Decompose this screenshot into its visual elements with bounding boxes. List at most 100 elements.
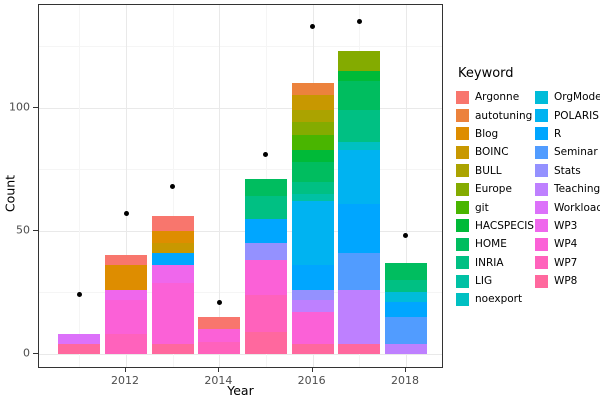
y-tick-label: 100 [9, 100, 30, 114]
data-point-2012 [123, 211, 129, 217]
data-point-2011 [76, 292, 82, 298]
legend-item-WP4: WP4 [534, 235, 600, 253]
legend-swatch-R [534, 127, 548, 141]
legend-label-OrgMode: OrgMode [553, 91, 600, 104]
data-point-2015 [263, 151, 269, 157]
y-tick-mark [33, 229, 38, 231]
bar-segment-2016-HOME [291, 161, 334, 182]
legend-label-Blog: Blog [475, 127, 499, 140]
legend-swatch-Seminar [534, 145, 548, 159]
bar-segment-2017-Teaching [338, 289, 381, 345]
legend-label-git: git [475, 201, 489, 214]
bar-segment-2017-INRIA [338, 110, 381, 143]
plot-panel [38, 4, 443, 368]
legend-column: OrgMode POLARIS R Seminar Stats Teaching Workl… [534, 88, 600, 309]
legend-item-POLARIS: POLARIS [534, 106, 600, 124]
legend-item-Europe: Europe [456, 180, 534, 198]
legend-swatch-Stats [534, 164, 548, 178]
legend-swatch-Argonne [456, 90, 469, 104]
bar-segment-2015-R [244, 218, 287, 244]
data-point-2017 [356, 18, 362, 24]
legend-item-INRIA: INRIA [456, 254, 534, 272]
legend-swatch-HACSPECIS [456, 219, 469, 233]
legend-label-autotuning: autotuning [475, 109, 533, 122]
bar-segment-2016-WP8 [291, 344, 334, 354]
gridline-y-major [39, 107, 442, 109]
gridline-x-major [405, 5, 407, 367]
legend-item-Teaching: Teaching [534, 180, 600, 198]
legend-label-Argonne: Argonne [475, 91, 520, 104]
bar-segment-2015-WP7 [244, 294, 287, 332]
y-axis-title: Count [2, 174, 18, 213]
gridline-y-minor [39, 46, 442, 48]
bar-segment-2013-Argonne [151, 216, 194, 231]
gridline-y-minor [39, 292, 442, 294]
x-axis-title: Year [227, 383, 254, 398]
legend-swatch-Teaching [534, 182, 548, 196]
x-tick-mark [218, 368, 220, 372]
bar-segment-2016-POLARIS [291, 201, 334, 266]
x-tick-label: 2012 [111, 374, 139, 387]
bar-segment-2016-LIG [291, 193, 334, 202]
legend-swatch-BULL [456, 164, 469, 178]
bar-segment-2017-HACSPECIS [338, 70, 381, 81]
bar-segment-2016-WP4 [291, 312, 334, 345]
legend-item-Seminar: Seminar [534, 143, 600, 161]
bar-segment-2012-Blog [105, 265, 147, 290]
legend-swatch-LIG [456, 274, 469, 288]
bar-segment-2012-Argonne [105, 255, 147, 266]
legend-item-Blog: Blog [456, 125, 534, 143]
data-point-2013 [170, 183, 176, 189]
y-tick-label: 0 [23, 346, 30, 360]
gridline-y-major [39, 230, 442, 232]
legend-swatch-OrgMode [534, 90, 548, 104]
legend-item-BOINC: BOINC [456, 143, 534, 161]
legend-swatch-git [456, 201, 469, 215]
bar-segment-2017-Seminar [338, 253, 381, 290]
legend-swatch-POLARIS [534, 109, 548, 123]
y-tick-label: 50 [16, 223, 30, 237]
legend-title: Keyword [458, 66, 514, 81]
x-tick-mark [125, 368, 126, 372]
legend-label-WP7: WP7 [553, 256, 578, 269]
legend-swatch-autotuning [456, 109, 469, 123]
bar-segment-2012-WP4 [105, 299, 147, 335]
legend-swatch-INRIA [456, 256, 469, 270]
legend-label-BULL: BULL [475, 164, 502, 177]
legend-label-WP3: WP3 [553, 219, 578, 232]
legend-label-noexport: noexport [475, 293, 523, 306]
bar-segment-2016-HACSPECIS [291, 149, 334, 162]
legend-swatch-BOINC [456, 145, 469, 159]
legend-swatch-WP8 [534, 274, 548, 288]
bar-segment-2017-noexport [338, 142, 381, 150]
legend-label-BOINC: BOINC [475, 146, 509, 159]
data-point-2014 [216, 299, 222, 305]
x-tick-label: 2014 [204, 374, 233, 387]
bar-segment-2014-Argonne [198, 317, 241, 330]
bar-segment-2016-Stats [291, 289, 334, 300]
legend-label-Teaching: Teaching [553, 183, 600, 196]
legend-item-OrgMode: OrgMode [534, 88, 600, 106]
legend-item-HACSPECIS: HACSPECIS [456, 217, 534, 235]
bar-segment-2013-WP4 [151, 282, 194, 345]
bar-segment-2018-Teaching [384, 344, 427, 354]
legend-swatch-WP7 [534, 256, 548, 270]
x-tick-label: 2018 [390, 374, 419, 387]
bar-segment-2011-Workload [58, 334, 101, 345]
bar-segment-2011-WP8 [58, 344, 101, 354]
legend-item-Stats: Stats [534, 162, 600, 180]
data-point-2016 [310, 23, 316, 29]
legend-columns: Argonne autotuning Blog BOINC BULL Europe git H… [456, 88, 600, 309]
gridline-x-major [126, 5, 127, 367]
bar-segment-2018-R [384, 302, 427, 318]
legend-label-R: R [553, 127, 562, 140]
bar-segment-2016-BOINC [291, 95, 334, 111]
bar-segment-2018-HOME [384, 262, 427, 281]
bar-segment-2012-WP7 [105, 334, 147, 354]
data-point-2018 [403, 233, 409, 239]
gridline-x-minor [79, 5, 81, 367]
legend: Keyword Argonne autotuning Blog BOINC BULL Eu… [456, 66, 600, 309]
legend-item-WP3: WP3 [534, 217, 600, 235]
y-tick-mark [33, 353, 38, 354]
gridline-y-minor [39, 169, 442, 171]
